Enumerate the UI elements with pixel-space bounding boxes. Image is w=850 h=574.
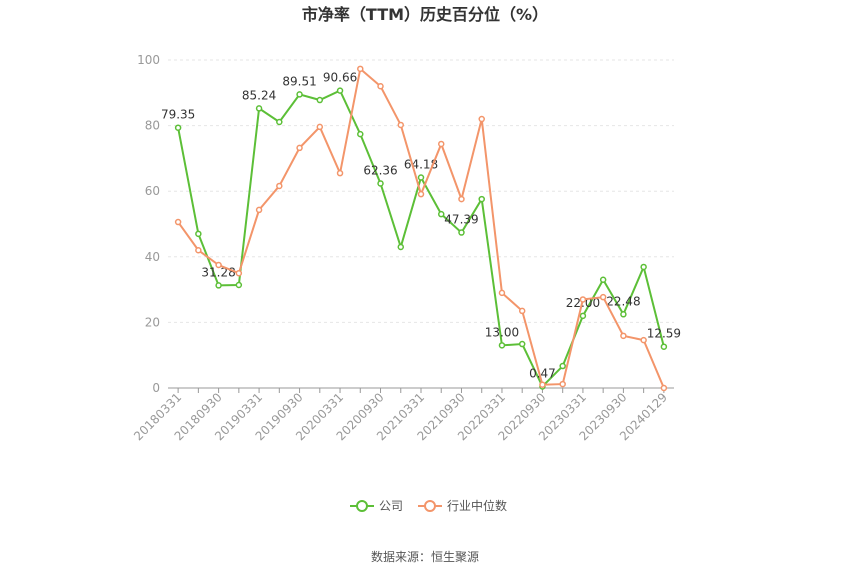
point	[518, 340, 526, 348]
point	[660, 343, 668, 350]
point	[357, 130, 364, 138]
point	[235, 269, 243, 277]
point	[276, 182, 283, 190]
y-tick-label: 60	[145, 184, 160, 198]
point	[539, 381, 546, 388]
point	[296, 91, 303, 98]
point	[296, 144, 303, 152]
y-tick-label: 40	[145, 250, 160, 264]
data-label: 85.24	[242, 88, 276, 102]
point	[478, 195, 485, 203]
legend-label: 公司	[379, 499, 403, 513]
point	[417, 190, 425, 198]
point	[377, 82, 384, 90]
legend-label: 行业中位数	[447, 498, 507, 513]
point	[458, 229, 465, 236]
source: 数据来源：恒生聚源	[371, 549, 479, 564]
point	[640, 336, 647, 344]
point	[255, 105, 263, 112]
series-line	[177, 66, 665, 389]
point	[357, 65, 364, 73]
point	[579, 296, 587, 303]
point	[660, 384, 668, 392]
point	[255, 206, 263, 214]
point	[316, 96, 324, 104]
point	[276, 118, 283, 126]
point	[397, 121, 405, 129]
point	[377, 180, 384, 187]
data-label: 90.66	[323, 71, 357, 85]
point	[437, 210, 445, 218]
point	[620, 332, 627, 340]
point	[336, 169, 344, 177]
y-tick-label: 100	[137, 53, 160, 67]
point	[215, 282, 222, 289]
point	[397, 243, 405, 251]
point	[478, 115, 485, 123]
y-tick-label: 20	[145, 315, 160, 329]
point	[336, 87, 344, 94]
legend-marker	[356, 500, 368, 512]
chart-title: 市净率（TTM）历史百分位（%）	[302, 5, 548, 24]
point	[498, 289, 506, 297]
data-label: 89.51	[282, 74, 316, 88]
point	[498, 342, 506, 349]
y-tick-label: 0	[152, 381, 160, 395]
series-line	[177, 89, 665, 389]
point	[599, 276, 607, 284]
data-label: 79.35	[161, 108, 195, 122]
point	[559, 380, 566, 388]
point	[174, 124, 182, 131]
point	[579, 312, 587, 320]
point	[235, 281, 243, 289]
point	[195, 230, 202, 238]
data-label: 0.47	[529, 366, 556, 380]
point	[640, 263, 647, 271]
data-label: 62.36	[363, 163, 397, 177]
data-label: 12.59	[647, 327, 681, 341]
data-label: 22.48	[606, 294, 640, 308]
point	[195, 246, 202, 254]
legend-marker	[424, 500, 436, 512]
point	[518, 307, 526, 315]
point	[316, 123, 324, 131]
point	[437, 140, 445, 148]
point	[174, 218, 182, 226]
data-label: 47.39	[444, 213, 478, 227]
data-label: 13.00	[485, 325, 519, 339]
point	[620, 311, 627, 318]
point	[458, 195, 465, 203]
point	[559, 362, 566, 370]
point	[599, 293, 607, 301]
point	[417, 174, 425, 181]
point	[215, 261, 222, 269]
y-tick-label: 80	[145, 119, 160, 133]
